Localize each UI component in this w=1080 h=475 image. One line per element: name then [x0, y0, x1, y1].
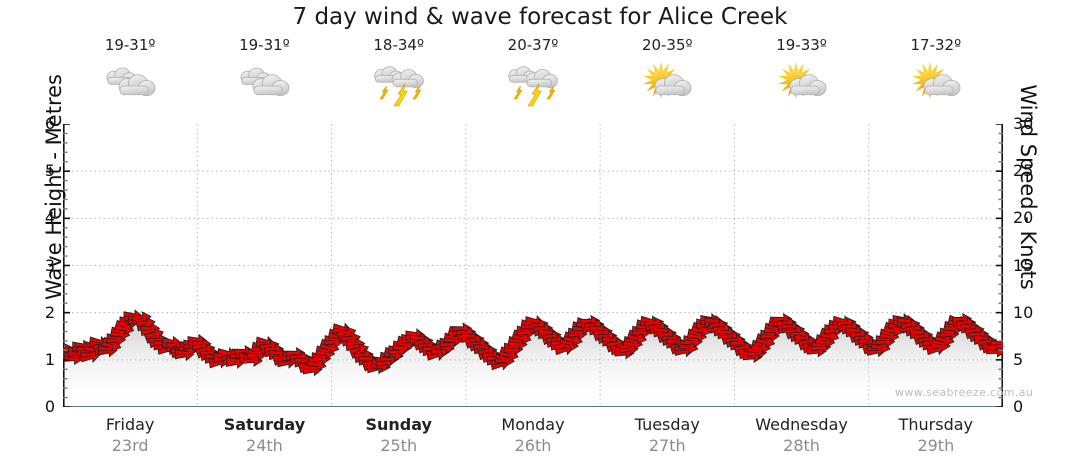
right-axis-tick-label: 5 — [1013, 349, 1024, 369]
day-header-friday: 19-31º — [63, 36, 197, 122]
wind-barb-series — [63, 309, 1003, 377]
day-temperature-range: 20-35º — [641, 36, 693, 54]
day-name-label: Wednesday — [755, 415, 848, 434]
thunderstorm-icon — [500, 59, 566, 107]
right-axis-tick-label: 20 — [1013, 208, 1034, 228]
day-name-label: Sunday — [365, 415, 432, 434]
cloudy-icon — [97, 59, 163, 107]
day-date-label: 23rd — [111, 435, 149, 455]
day-temperature-range: 17-32º — [910, 36, 962, 54]
cloudy-icon — [231, 59, 297, 107]
page-title: 7 day wind & wave forecast for Alice Cre… — [292, 4, 788, 30]
plot-svg — [63, 124, 1003, 407]
left-axis-tick-label: 0 — [44, 397, 55, 416]
day-header-tuesday: 20-35º — [600, 36, 734, 122]
day-footer-friday: Friday 23rd — [63, 414, 197, 469]
day-name-label: Monday — [501, 415, 565, 434]
day-temperature-range: 19-33º — [776, 36, 827, 54]
thunderstorm-icon — [366, 59, 432, 107]
watermark: www.seabreeze.com.au — [895, 386, 1034, 399]
right-axis-tick-label: 30 — [1013, 114, 1034, 133]
day-header-saturday: 19-31º — [197, 36, 331, 122]
day-temperature-range: 19-31º — [239, 36, 290, 54]
right-axis-tick-label: 10 — [1013, 302, 1034, 322]
day-temperature-range: 18-34º — [373, 36, 425, 54]
day-header-thursday: 17-32º — [869, 36, 1003, 122]
partly-sunny-icon — [903, 59, 969, 107]
partly-sunny-icon — [769, 59, 835, 107]
day-date-label: 27th — [648, 435, 686, 455]
left-axis-tick-label: 3 — [44, 255, 55, 275]
day-header-sunday: 18-34º — [332, 36, 466, 122]
day-footer-saturday: Saturday 24th — [197, 414, 331, 469]
right-axis-title: Wind Speed - Knots — [1016, 84, 1040, 290]
left-axis-tick-label: 1 — [44, 349, 55, 369]
plot-area: 0 1 2 3 4 5 6 0 5 10 15 20 25 30 — [45, 116, 1034, 415]
day-footer-wednesday: Wednesday 28th — [734, 414, 868, 469]
right-axis-tick-label: 0 — [1013, 397, 1024, 416]
right-axis-tick-label: 15 — [1013, 255, 1034, 275]
day-temperature-range: 20-37º — [507, 36, 559, 54]
left-axis-tick-label: 2 — [44, 302, 55, 322]
day-date-label: 29th — [917, 435, 955, 455]
day-name-label: Friday — [105, 415, 155, 434]
day-footer-thursday: Thursday 29th — [869, 414, 1003, 469]
day-date-label: 24th — [246, 435, 283, 455]
day-header-monday: 20-37º — [466, 36, 600, 122]
day-header-wednesday: 19-33º — [734, 36, 868, 122]
day-footer-strip: Friday 23rd Saturday 24th Sunday 25th Monday 26… — [63, 414, 1003, 469]
day-footer-monday: Monday 26th — [466, 414, 600, 469]
day-footer-tuesday: Tuesday 27th — [600, 414, 734, 469]
partly-sunny-icon — [634, 59, 700, 107]
day-name-label: Saturday — [223, 415, 306, 434]
day-header-strip: 19-31º 19-31º 18-34º 20-37º 20-35º 19-33º 17-3… — [63, 36, 1003, 122]
left-axis-tick-label: 4 — [44, 208, 55, 228]
right-axis-tick-label: 25 — [1013, 161, 1034, 181]
day-temperature-range: 19-31º — [104, 36, 156, 54]
day-date-label: 28th — [783, 435, 820, 455]
day-name-label: Tuesday — [634, 415, 700, 434]
day-footer-sunday: Sunday 25th — [332, 414, 466, 469]
day-date-label: 26th — [514, 435, 552, 455]
left-axis-tick-label: 6 — [44, 114, 55, 133]
day-date-label: 25th — [380, 435, 418, 455]
left-axis-tick-label: 5 — [44, 161, 55, 181]
day-name-label: Thursday — [898, 415, 974, 434]
